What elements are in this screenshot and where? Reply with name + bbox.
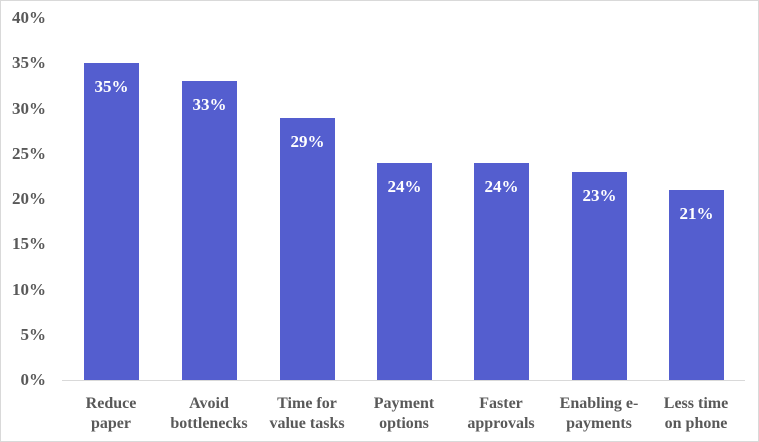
bar-value-label: 21% — [679, 203, 714, 223]
x-tick-label: Avoid bottlenecks — [161, 394, 257, 434]
x-tick-label: Time for value tasks — [259, 394, 355, 434]
x-tick-label: Reduce paper — [63, 394, 159, 434]
x-tick-label-line: Enabling e- — [559, 395, 639, 412]
y-tick-label: 40% — [12, 8, 46, 27]
bar-value-label: 33% — [192, 95, 227, 115]
y-tick-label: 0% — [20, 370, 47, 389]
y-tick-label: 25% — [12, 143, 46, 163]
y-tick-label: 30% — [12, 98, 46, 118]
y-tick-label: 35% — [12, 53, 46, 73]
x-tick-label-line: value tasks — [269, 415, 345, 432]
x-tick-label-line: Faster — [479, 395, 523, 412]
x-tick-label-line: on phone — [664, 415, 728, 432]
bar: 23% — [572, 171, 627, 380]
x-tick-label-line: Avoid — [189, 395, 229, 412]
x-tick-label-line: approvals — [467, 415, 535, 432]
bar: 29% — [280, 117, 335, 380]
x-tick-label-line: bottlenecks — [170, 415, 248, 432]
bar: 24% — [377, 162, 432, 380]
x-tick-label-line: Less time — [663, 395, 729, 412]
x-tick-label-line: paper — [91, 415, 131, 432]
bar-value-label: 29% — [290, 131, 325, 151]
x-tick-label: Payment options — [356, 394, 452, 434]
bar: 21% — [669, 189, 724, 380]
x-tick-label: Enabling e-payments — [551, 394, 647, 434]
x-tick-label: Less time on phone — [648, 394, 744, 434]
bar: 33% — [182, 81, 237, 380]
x-tick-label-line: Reduce — [85, 395, 137, 412]
bar-value-label: 23% — [582, 185, 617, 205]
y-tick-label: 10% — [12, 279, 46, 299]
x-tick-label-line: options — [379, 415, 429, 432]
bar: 35% — [84, 63, 139, 380]
bar: 24% — [474, 162, 529, 380]
bar-value-label: 24% — [484, 176, 519, 196]
bar-value-label: 35% — [94, 77, 129, 97]
x-tick-label-line: Payment — [373, 395, 435, 412]
x-tick-label-line: Time for — [277, 395, 337, 412]
x-axis-line — [62, 380, 745, 381]
x-tick-label: Faster approvals — [453, 394, 549, 434]
y-tick-label: 15% — [12, 234, 46, 254]
x-tick-label-line: payments — [566, 415, 632, 432]
y-tick-label: 20% — [12, 189, 46, 208]
bar-value-label: 24% — [387, 176, 422, 196]
y-tick-label: 5% — [20, 324, 47, 344]
